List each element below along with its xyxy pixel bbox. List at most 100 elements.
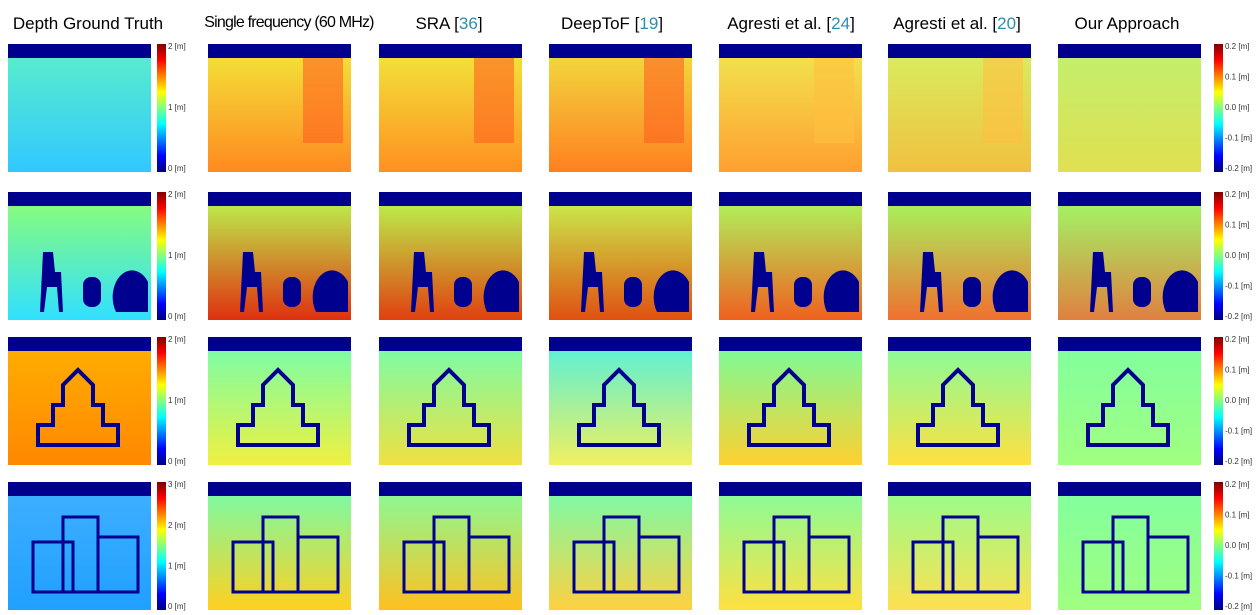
figure	[624, 277, 642, 307]
error-scale-label: 0.2 [m]	[1225, 480, 1249, 489]
depth-colorbar	[157, 192, 166, 320]
citation: 24	[831, 14, 850, 33]
error-scale-label: -0.1 [m]	[1225, 134, 1252, 143]
image-top-band	[1058, 192, 1201, 206]
depth-scale-label: 1 [m]	[168, 561, 186, 570]
image-top-band	[8, 482, 151, 496]
depth-image	[1058, 44, 1201, 172]
depth-scale-label: 2 [m]	[168, 42, 186, 51]
error-colorbar	[1214, 192, 1223, 320]
column-title: Agresti et al. [24]	[727, 14, 855, 34]
title-text: ]	[850, 14, 855, 33]
image-top-band	[379, 44, 522, 58]
title-text: Agresti et al. [	[727, 14, 831, 33]
image-top-band	[549, 482, 692, 496]
column-title: Depth Ground Truth	[13, 14, 163, 34]
image-top-band	[719, 482, 862, 496]
error-colorbar	[1214, 337, 1223, 465]
figure: 2 [m] 1 [m] 0 [m] 0.2 [m] 0.1 [m] 0.0 [m] -0.1…	[0, 0, 1260, 615]
depth-scale-label: 2 [m]	[168, 190, 186, 199]
image-top-band	[208, 337, 351, 351]
error-scale-label: 0.0 [m]	[1225, 541, 1249, 550]
image-top-band	[8, 44, 151, 58]
error-scale-label: 0.1 [m]	[1225, 366, 1249, 375]
depth-image	[8, 44, 151, 172]
citation: 36	[459, 14, 478, 33]
image-top-band	[549, 192, 692, 206]
image-top-band	[1058, 44, 1201, 58]
error-scale-label: -0.1 [m]	[1225, 282, 1252, 291]
image-top-band	[549, 337, 692, 351]
column-title: Agresti et al. [20]	[893, 14, 1021, 34]
depth-scale-label: 2 [m]	[168, 521, 186, 530]
wall-right	[303, 58, 343, 143]
figure	[454, 277, 472, 307]
figure	[794, 277, 812, 307]
wall-right	[644, 58, 684, 143]
depth-colorbar	[157, 482, 166, 610]
column-title: SRA [36]	[415, 14, 482, 34]
citation: 19	[639, 14, 658, 33]
image-top-band	[888, 482, 1031, 496]
title-text: Agresti et al. [	[893, 14, 997, 33]
title-text: ]	[1016, 14, 1021, 33]
error-scale-label: 0.0 [m]	[1225, 103, 1249, 112]
error-scale-label: 0.0 [m]	[1225, 251, 1249, 260]
error-scale-label: 0.1 [m]	[1225, 73, 1249, 82]
error-scale-label: 0.2 [m]	[1225, 190, 1249, 199]
image-top-band	[208, 44, 351, 58]
image-top-band	[549, 44, 692, 58]
error-colorbar	[1214, 482, 1223, 610]
error-scale-label: 0.1 [m]	[1225, 511, 1249, 520]
error-scale-label: 0.2 [m]	[1225, 335, 1249, 344]
figure	[963, 277, 981, 307]
error-colorbar	[1214, 44, 1223, 172]
image-top-band	[379, 337, 522, 351]
title-text: ]	[478, 14, 483, 33]
depth-colorbar	[157, 44, 166, 172]
depth-scale-label: 0 [m]	[168, 312, 186, 321]
error-scale-label: -0.1 [m]	[1225, 572, 1252, 581]
title-text: ]	[658, 14, 663, 33]
column-title: DeepToF [19]	[561, 14, 663, 34]
error-scale-label: -0.2 [m]	[1225, 602, 1252, 611]
image-top-band	[8, 192, 151, 206]
image-top-band	[379, 192, 522, 206]
title-text: SRA [	[415, 14, 458, 33]
image-top-band	[379, 482, 522, 496]
error-scale-label: 0.1 [m]	[1225, 221, 1249, 230]
depth-scale-label: 0 [m]	[168, 164, 186, 173]
error-scale-label: -0.2 [m]	[1225, 457, 1252, 466]
image-top-band	[888, 44, 1031, 58]
depth-scale-label: 0 [m]	[168, 602, 186, 611]
title-text: Our Approach	[1075, 14, 1180, 33]
image-grid: 2 [m] 1 [m] 0 [m] 0.2 [m] 0.1 [m] 0.0 [m] -0.1…	[0, 0, 1260, 615]
error-scale-label: -0.2 [m]	[1225, 164, 1252, 173]
depth-colorbar	[157, 337, 166, 465]
depth-scale-label: 0 [m]	[168, 457, 186, 466]
wall-right	[814, 58, 854, 143]
image-top-band	[1058, 482, 1201, 496]
image-top-band	[719, 192, 862, 206]
title-text: Depth Ground Truth	[13, 14, 163, 33]
figure	[283, 277, 301, 307]
image-top-band	[888, 337, 1031, 351]
depth-scale-label: 3 [m]	[168, 480, 186, 489]
citation: 20	[997, 14, 1016, 33]
wall-right	[983, 58, 1023, 143]
wall-right	[474, 58, 514, 143]
depth-scale-label: 1 [m]	[168, 396, 186, 405]
image-top-band	[8, 337, 151, 351]
error-scale-label: -0.2 [m]	[1225, 312, 1252, 321]
image-top-band	[1058, 337, 1201, 351]
title-text: DeepToF [	[561, 14, 639, 33]
error-scale-label: 0.2 [m]	[1225, 42, 1249, 51]
depth-scale-label: 1 [m]	[168, 103, 186, 112]
error-scale-label: -0.1 [m]	[1225, 427, 1252, 436]
depth-scale-label: 2 [m]	[168, 335, 186, 344]
title-text: Single frequency (60 MHz)	[204, 14, 373, 31]
image-top-band	[719, 44, 862, 58]
error-scale-label: 0.0 [m]	[1225, 396, 1249, 405]
column-title: Single frequency (60 MHz)	[204, 14, 373, 32]
figure	[83, 277, 101, 307]
